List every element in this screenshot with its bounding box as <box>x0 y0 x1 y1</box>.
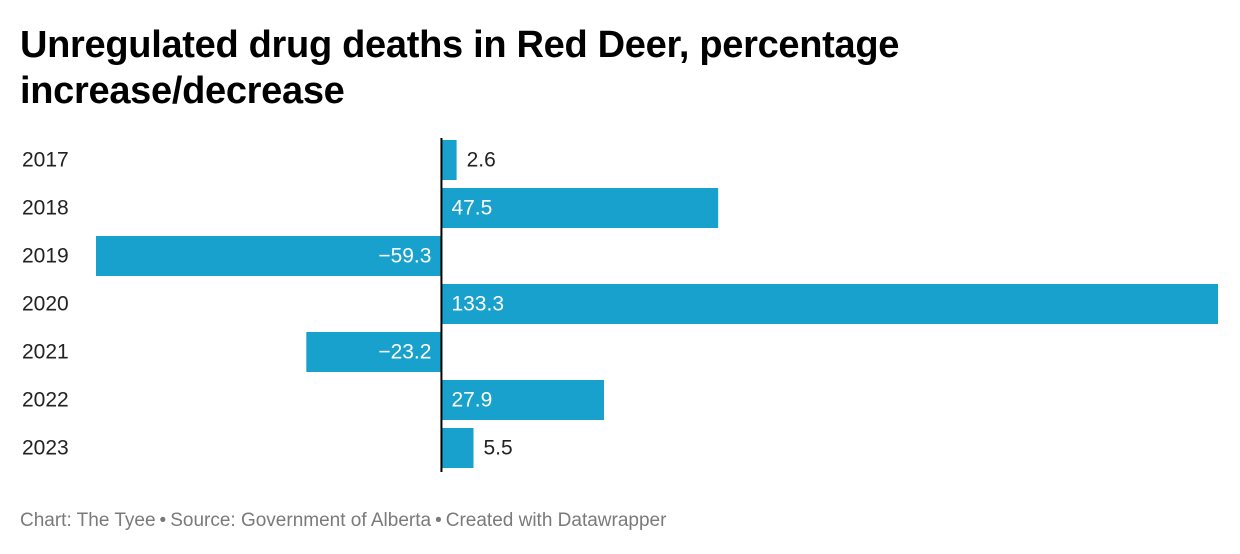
bar <box>441 188 719 228</box>
bar <box>306 332 442 372</box>
bar <box>441 140 457 180</box>
category-label: 2023 <box>22 437 69 460</box>
bar <box>441 428 474 468</box>
category-label: 2021 <box>22 341 69 364</box>
value-label: −23.2 <box>378 341 431 364</box>
bar <box>96 236 442 276</box>
chart-title: Unregulated drug deaths in Red Deer, per… <box>20 24 900 112</box>
footer-separator: • <box>435 510 442 531</box>
category-label: 2017 <box>22 149 69 172</box>
category-label: 2022 <box>22 389 69 412</box>
bar-chart: 2017 2.6 2018 47.5 2019 −59.3 2020 133.3 2021 −23… <box>22 138 1218 472</box>
category-label: 2018 <box>22 197 69 220</box>
footer-source: Source: Government of Alberta <box>170 510 432 531</box>
value-label: 2.6 <box>467 149 496 172</box>
bar <box>441 284 1218 324</box>
bar <box>441 380 604 420</box>
value-label: 5.5 <box>483 437 512 460</box>
chart-footer: Chart: The Tyee • Source: Government of Al… <box>20 510 666 532</box>
value-label: 133.3 <box>451 293 504 316</box>
footer-credit: Chart: The Tyee <box>20 510 156 531</box>
category-label: 2020 <box>22 293 69 316</box>
footer-separator: • <box>159 510 167 531</box>
category-label: 2019 <box>22 245 69 268</box>
value-label: −59.3 <box>378 245 431 268</box>
value-label: 47.5 <box>451 197 492 220</box>
value-label: 27.9 <box>451 389 492 412</box>
footer-tool: Created with Datawrapper <box>445 510 667 531</box>
